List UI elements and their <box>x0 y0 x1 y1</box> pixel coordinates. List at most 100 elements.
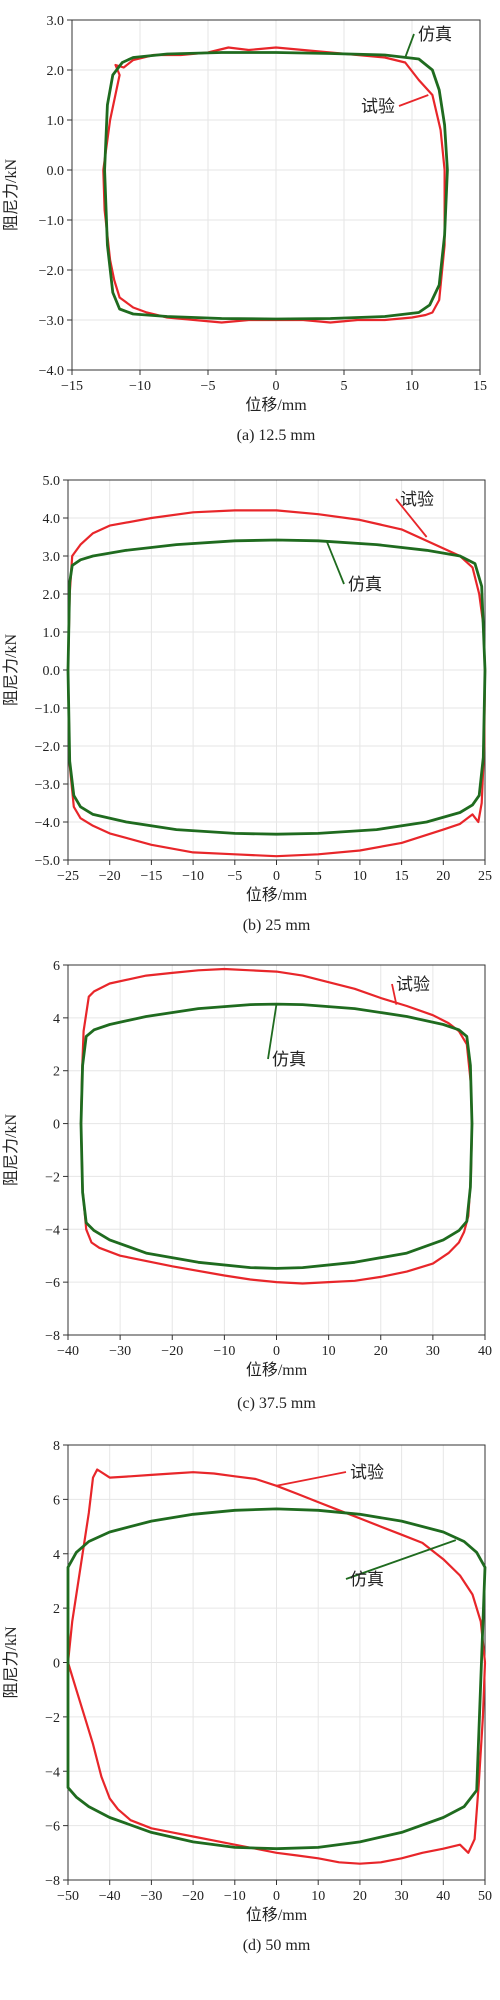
x-tick-label: −5 <box>227 869 242 884</box>
x-tick-label: −50 <box>57 1889 79 1904</box>
x-tick-label: 25 <box>478 869 492 884</box>
y-tick-label: 4.0 <box>43 512 61 527</box>
annotation-leader <box>395 498 428 538</box>
y-tick-label: −1.0 <box>35 702 60 717</box>
annotation-label: 试验 <box>396 975 430 994</box>
x-tick-label: −25 <box>57 869 79 884</box>
annotation-leader <box>325 540 345 585</box>
x-tick-label: −10 <box>182 869 204 884</box>
x-tick-label: 0 <box>273 869 280 884</box>
x-tick-label: 5 <box>315 869 322 884</box>
y-tick-label: 1.0 <box>47 114 65 129</box>
series-experiment-line <box>66 1468 487 1865</box>
y-axis-label: 阻尼力/kN <box>2 1114 20 1186</box>
y-tick-label: −4.0 <box>39 364 64 379</box>
annotation-label: 试验 <box>350 1463 384 1482</box>
y-tick-label: −4 <box>45 1765 60 1780</box>
annotation-leader <box>404 33 415 58</box>
x-tick-label: −30 <box>109 1344 131 1359</box>
y-tick-label: −2 <box>45 1711 60 1726</box>
x-tick-label: −10 <box>129 379 151 394</box>
annotation-label: 仿真 <box>348 575 382 594</box>
x-tick-label: 15 <box>395 869 409 884</box>
annotation-label: 仿真 <box>272 1050 306 1069</box>
annotation-leader <box>267 1003 278 1060</box>
y-axis-label: 阻尼力/kN <box>2 634 20 706</box>
series-simulation-line <box>66 538 487 836</box>
x-tick-label: −20 <box>182 1889 204 1904</box>
x-tick-label: 0 <box>273 1889 280 1904</box>
chart-panel-1: −25 −20 −15 −10 −5 0 5 10 15 20 25 −5.0 −4.0 −3.0 −2.0… <box>2 474 492 934</box>
chart-caption: (a) 12.5 mm <box>237 427 316 444</box>
y-tick-label: 3.0 <box>43 550 61 565</box>
x-tick-label: 5 <box>341 379 348 394</box>
x-tick-label: 0 <box>273 379 280 394</box>
x-tick-label: 10 <box>311 1889 325 1904</box>
y-tick-label: −8 <box>45 1874 60 1889</box>
chart-panel-0: −15 −10 −5 0 5 10 15 −4.0 −3.0 −2.0 −1.0 0.0 1.0 2.0 3… <box>2 14 487 444</box>
annotation-leader <box>276 1471 347 1487</box>
y-tick-label: 4 <box>53 1548 60 1563</box>
y-tick-label: 0 <box>53 1657 60 1672</box>
x-tick-label: 50 <box>478 1889 492 1904</box>
x-tick-label: 30 <box>395 1889 409 1904</box>
series-simulation-line <box>66 1507 487 1851</box>
x-tick-label: −15 <box>140 869 162 884</box>
y-tick-label: −2.0 <box>35 740 60 755</box>
chart-caption: (b) 25 mm <box>243 917 311 934</box>
x-tick-label: 15 <box>473 379 487 394</box>
y-tick-label: −2 <box>45 1170 60 1185</box>
y-tick-label: 4 <box>53 1012 60 1027</box>
y-tick-label: 0 <box>53 1118 60 1133</box>
chart-panel-3: −50 −40 −30 −20 −10 0 10 20 30 40 50−8−6−4−202468位… <box>2 1439 492 1954</box>
x-axis-label: 位移/mm <box>246 1361 308 1379</box>
x-tick-label: 40 <box>436 1889 450 1904</box>
y-tick-label: −3.0 <box>39 314 64 329</box>
x-tick-label: −5 <box>201 379 216 394</box>
annotation-leader <box>391 983 398 1005</box>
series-experiment-line <box>102 46 446 324</box>
x-tick-label: 10 <box>322 1344 336 1359</box>
x-axis-label: 位移/mm <box>246 1906 308 1924</box>
y-tick-label: 8 <box>53 1439 60 1454</box>
y-tick-label: 5.0 <box>43 474 61 489</box>
x-axis-label: 位移/mm <box>246 886 308 904</box>
annotation-label: 试验 <box>400 490 434 509</box>
x-tick-label: 0 <box>273 1344 280 1359</box>
x-tick-label: −40 <box>99 1889 121 1904</box>
x-tick-label: 20 <box>353 1889 367 1904</box>
y-tick-label: 1.0 <box>43 626 61 641</box>
y-tick-label: 2.0 <box>47 64 65 79</box>
annotation-leader <box>398 94 429 107</box>
x-tick-label: 40 <box>478 1344 492 1359</box>
y-tick-label: −1.0 <box>39 214 64 229</box>
y-tick-label: 6 <box>53 959 60 974</box>
y-tick-label: 0.0 <box>47 164 65 179</box>
y-tick-label: −2.0 <box>39 264 64 279</box>
y-tick-label: −3.0 <box>35 778 60 793</box>
y-tick-label: −4.0 <box>35 816 60 831</box>
x-tick-label: 20 <box>374 1344 388 1359</box>
x-tick-label: −20 <box>99 869 121 884</box>
chart-caption: (c) 37.5 mm <box>237 1395 316 1412</box>
y-tick-label: −6 <box>45 1820 60 1835</box>
annotation-label: 仿真 <box>418 25 452 44</box>
annotation-label: 仿真 <box>350 1570 384 1589</box>
y-tick-label: 3.0 <box>47 14 65 29</box>
y-tick-label: −5.0 <box>35 854 60 869</box>
x-tick-label: 30 <box>426 1344 440 1359</box>
chart-caption: (d) 50 mm <box>243 1937 311 1954</box>
y-tick-label: 2 <box>53 1065 60 1080</box>
y-tick-label: 0.0 <box>43 664 61 679</box>
x-tick-label: 10 <box>353 869 367 884</box>
y-tick-label: 6 <box>53 1493 60 1508</box>
x-tick-label: −10 <box>224 1889 246 1904</box>
series-simulation-line <box>103 51 449 321</box>
x-axis-label: 位移/mm <box>245 396 307 414</box>
x-tick-label: 10 <box>405 379 419 394</box>
y-axis-label: 阻尼力/kN <box>2 159 20 231</box>
x-tick-label: 20 <box>436 869 450 884</box>
y-tick-label: −4 <box>45 1223 60 1238</box>
series-simulation-line <box>79 1002 474 1270</box>
